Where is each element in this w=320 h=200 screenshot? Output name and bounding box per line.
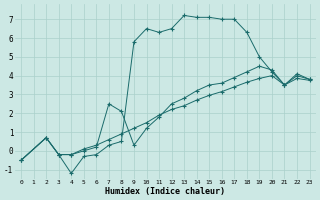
X-axis label: Humidex (Indice chaleur): Humidex (Indice chaleur) [105,187,225,196]
